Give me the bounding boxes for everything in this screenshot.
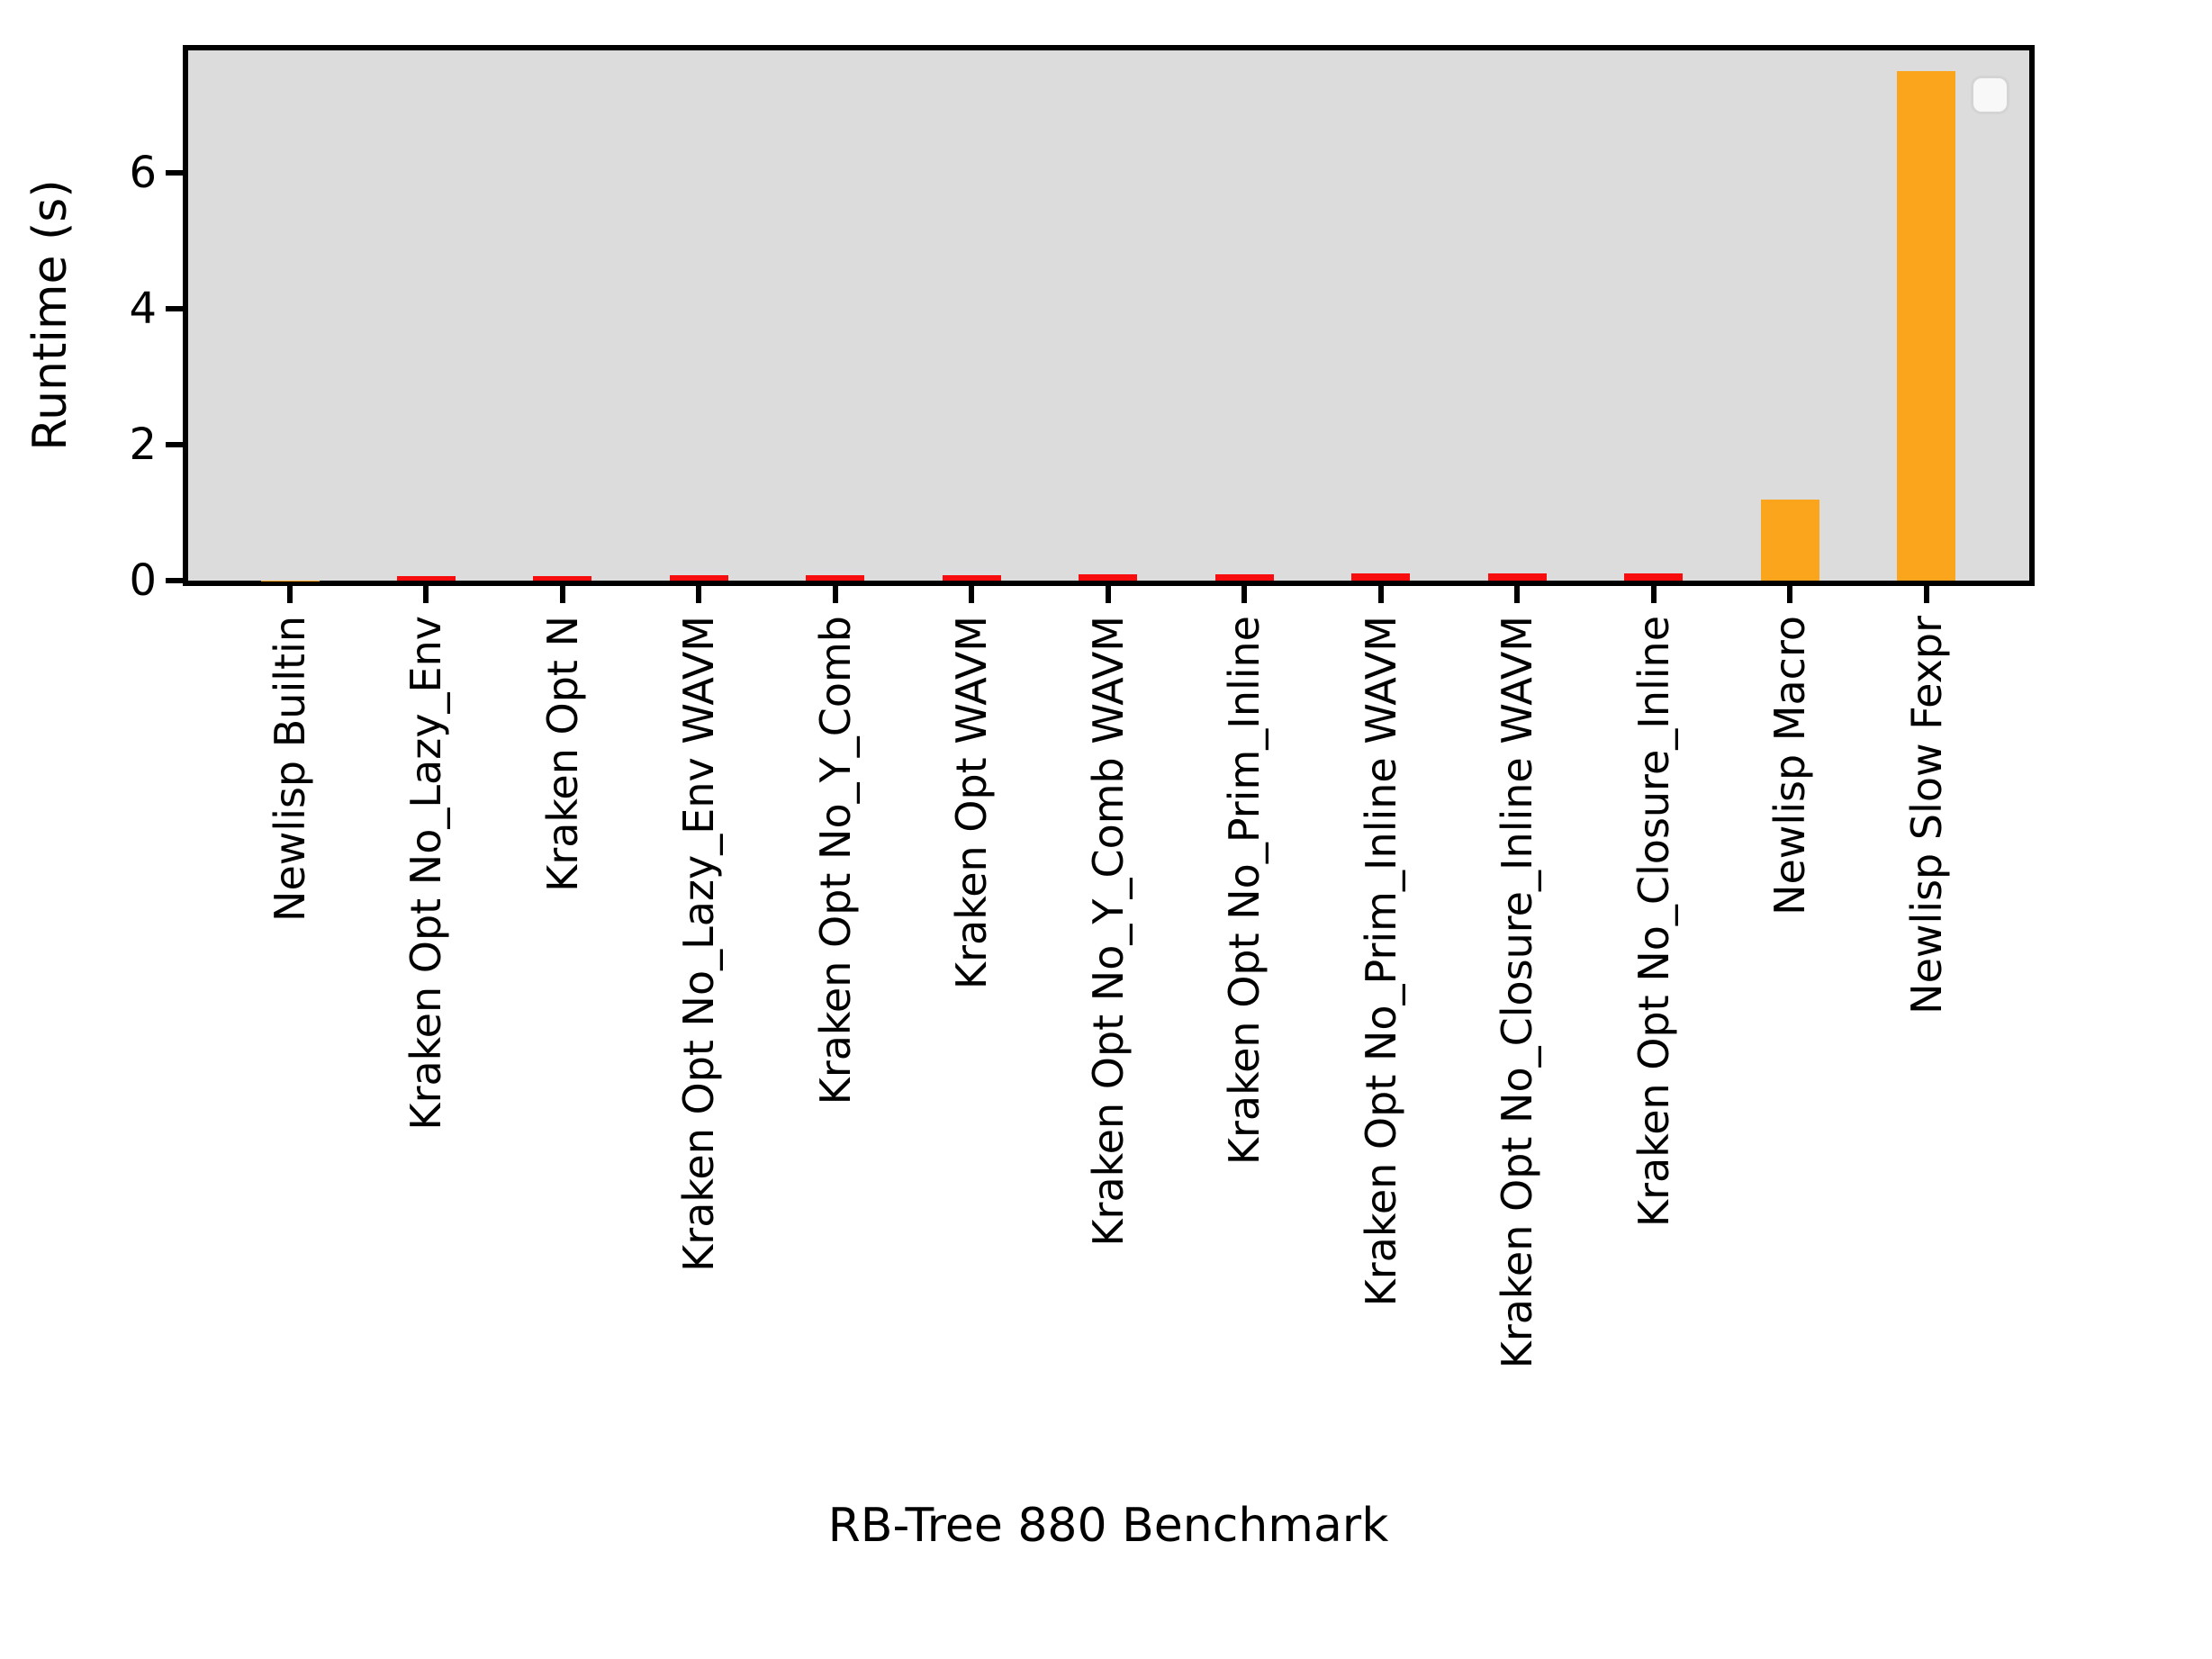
plot-inner [188, 50, 2029, 581]
x-tick-label: Kraken Opt No_Lazy_Env [402, 616, 451, 1131]
x-tick-mark [1923, 586, 1929, 603]
x-tick-mark [559, 586, 565, 603]
x-tick-label: Kraken Opt No_Prim_Inline WAVM [1356, 616, 1405, 1307]
x-tick-mark [832, 586, 838, 603]
bar-newlisp-slow-fexpr [1897, 70, 1956, 581]
x-tick-mark [423, 586, 429, 603]
y-tick-mark [166, 170, 183, 176]
bar-kraken-opt-no-lazy-env [396, 575, 456, 581]
bar-kraken-opt-no-closure-inline-wavm [1487, 573, 1547, 581]
bar-kraken-opt-no-y-comb [806, 574, 865, 581]
y-tick-label: 4 [129, 284, 157, 334]
bar-kraken-opt-no-prim-inline [1214, 574, 1274, 581]
x-tick-mark [287, 586, 293, 603]
plot-area [183, 45, 2035, 586]
x-tick-label: Newlisp Macro [1765, 616, 1815, 915]
y-tick-label: 6 [129, 148, 157, 198]
x-tick-label: Kraken Opt WAVM [947, 616, 997, 990]
y-tick-mark [166, 442, 183, 447]
x-axis-title: RB-Tree 880 Benchmark [827, 1499, 1389, 1553]
legend-box [1971, 76, 2009, 114]
x-tick-label: Kraken Opt No_Closure_Inline [1629, 616, 1678, 1228]
x-tick-mark [1105, 586, 1111, 603]
bar-kraken-opt-wavm [942, 574, 1001, 581]
x-tick-label: Kraken Opt No_Prim_Inline [1220, 616, 1269, 1166]
x-tick-mark [1787, 586, 1793, 603]
x-tick-label: Newlisp Builtin [266, 616, 314, 922]
y-tick-mark [166, 578, 183, 583]
x-tick-mark [696, 586, 702, 603]
x-tick-mark [1241, 586, 1248, 603]
bar-kraken-opt-n [533, 575, 592, 581]
x-tick-mark [1650, 586, 1657, 603]
bar-newlisp-macro [1760, 500, 1819, 581]
bar-kraken-opt-no-prim-inline-wavm [1351, 573, 1411, 581]
x-tick-mark [1514, 586, 1521, 603]
y-tick-label: 0 [129, 555, 157, 606]
bar-kraken-opt-no-closure-inline [1624, 573, 1684, 581]
y-tick-label: 2 [129, 419, 157, 470]
x-tick-label: Kraken Opt No_Lazy_Env WAVM [674, 616, 724, 1272]
bar-kraken-opt-no-lazy-env-wavm [669, 574, 728, 581]
x-tick-label: Kraken Opt No_Y_Comb [810, 616, 860, 1105]
x-tick-label: Kraken Opt N [537, 616, 587, 892]
x-tick-label: Newlisp Slow Fexpr [1901, 616, 1951, 1014]
x-tick-label: Kraken Opt No_Closure_Inline WAVM [1493, 616, 1542, 1369]
x-tick-mark [969, 586, 975, 603]
x-tick-mark [1377, 586, 1384, 603]
y-tick-mark [166, 306, 183, 311]
bar-kraken-opt-no-y-comb-wavm [1079, 574, 1138, 581]
x-tick-label: Kraken Opt No_Y_Comb WAVM [1083, 616, 1133, 1247]
